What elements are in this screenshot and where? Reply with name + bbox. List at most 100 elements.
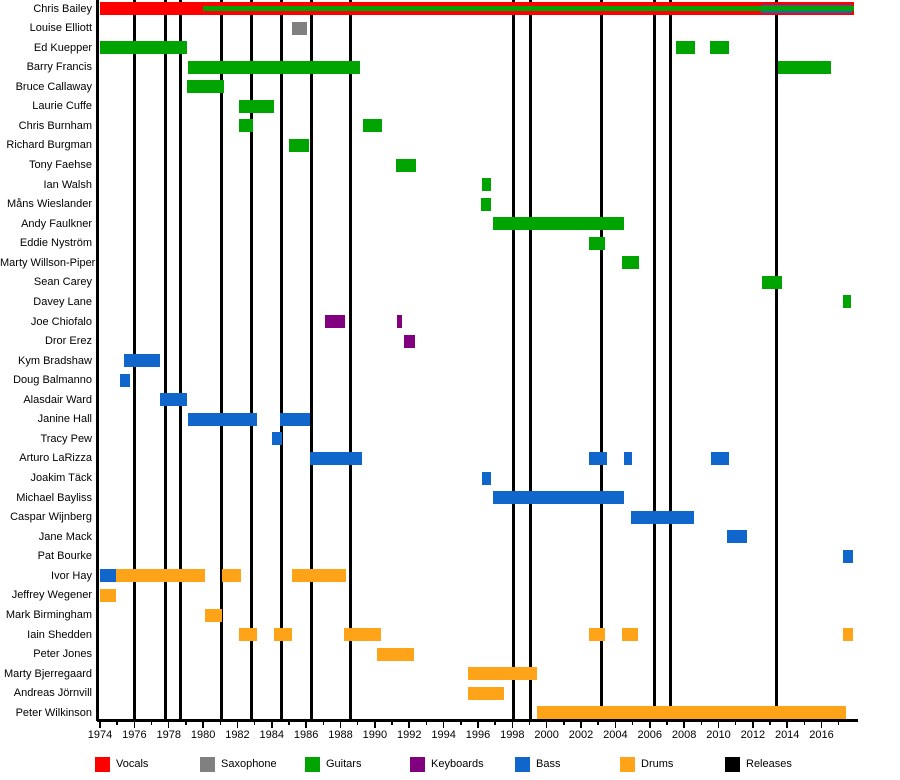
member-label: Davey Lane xyxy=(33,295,92,308)
axis-minor-tick xyxy=(528,721,531,725)
member-label: Chris Bailey xyxy=(33,2,92,15)
timeline-bar-drums xyxy=(622,628,638,642)
member-label: Barry Francis xyxy=(26,61,92,74)
axis-major-tick xyxy=(649,721,651,728)
axis-minor-tick xyxy=(769,721,771,725)
axis-minor-tick xyxy=(631,721,634,725)
timeline-bar-drums xyxy=(377,647,415,661)
release-line xyxy=(528,0,532,719)
axis-year-label: 2002 xyxy=(568,729,594,741)
member-label: Ian Walsh xyxy=(43,178,92,191)
axis-minor-tick xyxy=(837,721,840,725)
timeline-bar-guitars xyxy=(762,275,783,289)
timeline-bar-drums xyxy=(116,569,205,583)
timeline-bar-drums xyxy=(292,569,346,583)
axis-major-tick xyxy=(442,721,445,728)
axis-year-label: 2014 xyxy=(774,729,800,741)
timeline-bar-guitars xyxy=(362,119,382,133)
axis-minor-tick xyxy=(322,721,325,725)
axis-year-label: 1980 xyxy=(190,729,216,741)
member-label: Andreas Jörnvill xyxy=(13,687,92,700)
timeline-bar-drums xyxy=(343,628,381,642)
axis-year-label: 2012 xyxy=(740,729,766,741)
member-label: Joe Chiofalo xyxy=(30,315,92,328)
axis-year-label: 1984 xyxy=(259,729,285,741)
timeline-bar-guitars xyxy=(777,60,831,74)
member-label: Jane Mack xyxy=(38,530,92,543)
member-label: Iain Shedden xyxy=(27,628,92,641)
release-line xyxy=(511,0,515,719)
timeline-bar-guitars xyxy=(675,41,696,55)
timeline-bar-bass xyxy=(710,451,729,465)
timeline-bar-drums xyxy=(467,686,504,700)
saxophone-swatch xyxy=(200,757,215,772)
legend-label: Vocals xyxy=(116,758,149,770)
axis-minor-tick xyxy=(803,721,806,725)
timeline-bar-guitars xyxy=(100,41,187,55)
timeline-bar-guitars xyxy=(239,99,274,113)
axis-major-tick xyxy=(133,721,136,728)
axis-major-tick xyxy=(786,721,788,728)
axis-major-tick xyxy=(374,721,376,728)
axis-minor-tick xyxy=(460,721,462,725)
axis-major-tick xyxy=(614,721,617,728)
timeline-bar-bass xyxy=(630,510,694,524)
legend-label: Drums xyxy=(641,758,674,770)
axis-year-label: 1994 xyxy=(431,729,456,741)
axis-minor-tick xyxy=(116,721,118,725)
timeline-bar-guitars xyxy=(622,256,640,270)
timeline-bar-bass xyxy=(310,451,362,465)
axis-major-tick xyxy=(511,721,514,728)
axis-major-tick xyxy=(477,721,479,728)
member-label: Andy Faulkner xyxy=(21,217,92,230)
member-label: Tracy Pew xyxy=(40,432,92,445)
axis-minor-tick xyxy=(666,721,668,725)
timeline-bar-drums xyxy=(100,588,117,602)
axis-major-tick xyxy=(683,721,685,728)
timeline-bar-guitars xyxy=(188,60,361,74)
timeline-bar-bass xyxy=(280,412,311,426)
timeline-bar-bass xyxy=(588,451,607,465)
timeline-bar-bass xyxy=(187,412,258,426)
timeline-bar-guitars xyxy=(288,138,309,152)
guitars-swatch xyxy=(305,757,320,772)
timeline-bar-guitars xyxy=(482,178,491,192)
axis-major-tick xyxy=(717,721,720,728)
axis-year-label: 1988 xyxy=(328,729,353,741)
timeline-bar-bass xyxy=(482,471,491,485)
member-label: Janine Hall xyxy=(37,413,92,426)
timeline-bar-bass xyxy=(160,393,187,407)
release-line xyxy=(668,0,672,719)
timeline-bar-drums xyxy=(221,569,241,583)
member-label: Louise Elliott xyxy=(29,22,92,35)
timeline-bar-guitars xyxy=(492,217,624,231)
timeline-bar-drums xyxy=(273,628,293,642)
timeline-bar-guitars xyxy=(843,295,851,309)
axis-year-label: 2010 xyxy=(706,729,731,741)
axis-minor-tick xyxy=(185,721,187,725)
axis-major-tick xyxy=(580,721,582,728)
timeline-bar-guitars xyxy=(396,158,417,172)
member-label: Laurie Cuffe xyxy=(32,100,92,113)
member-label: Måns Wieslander xyxy=(7,198,92,211)
member-label: Alasdair Ward xyxy=(23,393,92,406)
member-label: Joakim Täck xyxy=(30,472,92,485)
axis-major-tick xyxy=(236,721,239,728)
axis-major-tick xyxy=(545,721,548,728)
axis-minor-tick xyxy=(597,721,599,725)
legend-label: Saxophone xyxy=(221,758,277,770)
axis-major-tick xyxy=(167,721,170,728)
axis-major-tick xyxy=(408,721,410,728)
vocals-swatch xyxy=(95,757,110,772)
axis-year-label: 2000 xyxy=(534,729,559,741)
timeline-bar-bass xyxy=(271,432,283,446)
release-line xyxy=(249,0,253,719)
axis-year-label: 2016 xyxy=(809,729,834,741)
axis-minor-tick xyxy=(219,721,221,725)
member-label: Caspar Wijnberg xyxy=(10,511,92,524)
axis-year-label: 1990 xyxy=(362,729,388,741)
timeline-bar-keyboards xyxy=(404,334,416,348)
axis-year-label: 1996 xyxy=(465,729,491,741)
timeline-bar-saxophone xyxy=(291,21,307,35)
member-label: Ed Kuepper xyxy=(33,41,92,54)
